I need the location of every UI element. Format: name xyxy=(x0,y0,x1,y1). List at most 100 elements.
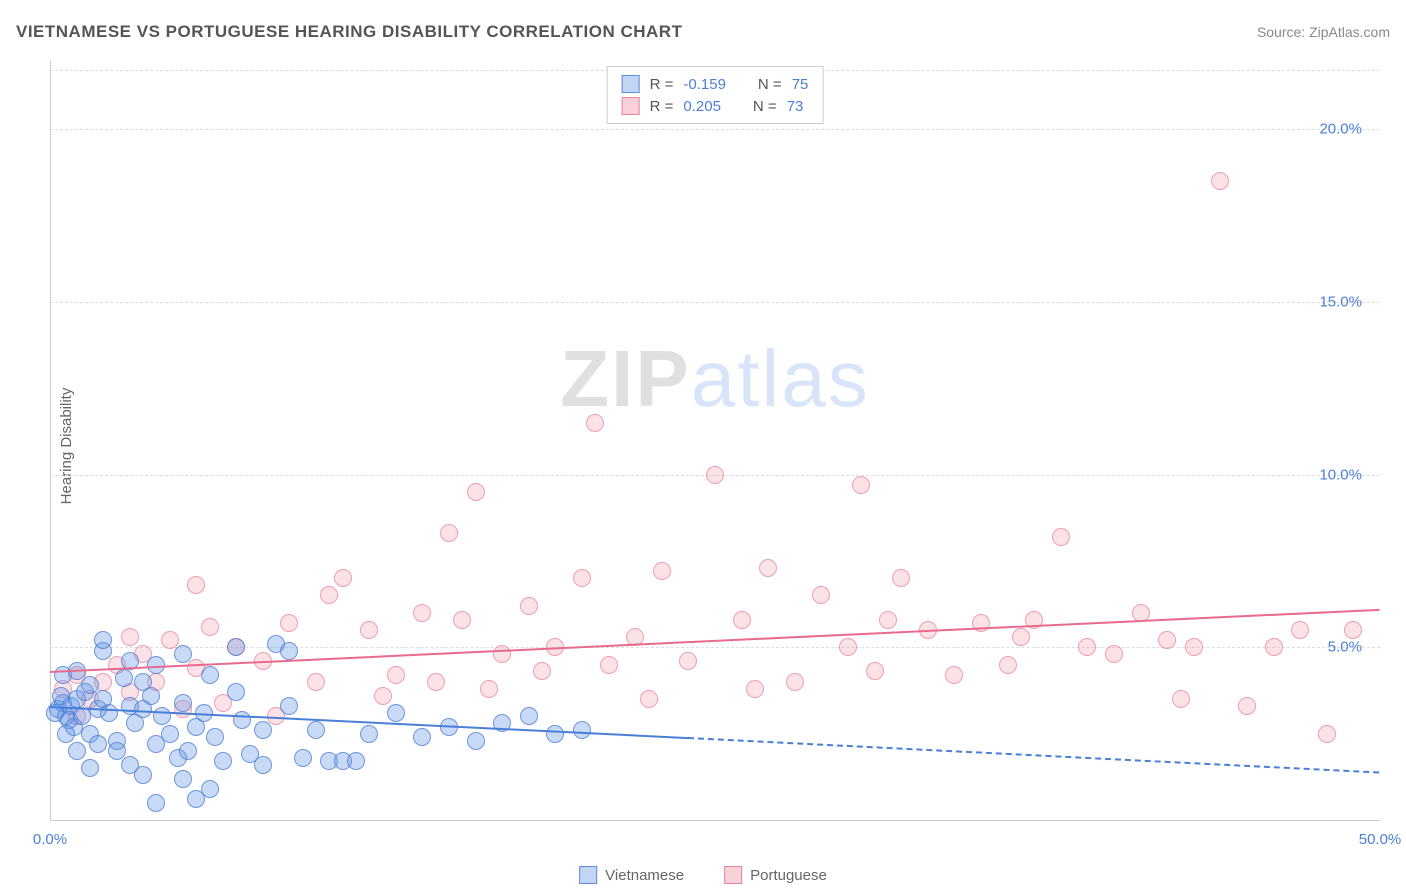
data-point xyxy=(360,725,378,743)
data-point xyxy=(706,466,724,484)
x-tick-label: 0.0% xyxy=(33,831,67,848)
data-point xyxy=(812,586,830,604)
data-point xyxy=(467,483,485,501)
data-point xyxy=(786,673,804,691)
series-legend: Vietnamese Portuguese xyxy=(579,866,827,884)
data-point xyxy=(320,586,338,604)
data-point xyxy=(746,680,764,698)
data-point xyxy=(334,569,352,587)
data-point xyxy=(387,666,405,684)
data-point xyxy=(115,669,133,687)
data-point xyxy=(81,759,99,777)
data-point xyxy=(600,656,618,674)
data-point xyxy=(679,652,697,670)
swatch-pink-icon xyxy=(622,97,640,115)
y-tick-label: 10.0% xyxy=(1319,466,1362,483)
data-point xyxy=(440,524,458,542)
data-point xyxy=(1265,638,1283,656)
data-point xyxy=(1238,697,1256,715)
data-point xyxy=(94,690,112,708)
data-point xyxy=(999,656,1017,674)
data-point xyxy=(187,790,205,808)
data-point xyxy=(866,662,884,680)
data-point xyxy=(573,721,591,739)
chart-header: VIETNAMESE VS PORTUGUESE HEARING DISABIL… xyxy=(16,22,1390,42)
data-point xyxy=(640,690,658,708)
data-point xyxy=(187,576,205,594)
swatch-pink-icon xyxy=(724,866,742,884)
data-point xyxy=(1185,638,1203,656)
data-point xyxy=(1172,690,1190,708)
data-point xyxy=(1211,172,1229,190)
data-point xyxy=(179,742,197,760)
data-point xyxy=(493,645,511,663)
trend-line xyxy=(50,609,1380,673)
x-tick-label: 50.0% xyxy=(1359,831,1402,848)
data-point xyxy=(1105,645,1123,663)
chart-plot-area: ZIPatlas 5.0%10.0%15.0%20.0%0.0%50.0% R … xyxy=(50,60,1380,820)
data-point xyxy=(520,597,538,615)
data-point xyxy=(852,476,870,494)
data-point xyxy=(1291,621,1309,639)
swatch-blue-icon xyxy=(579,866,597,884)
legend-item-portuguese: Portuguese xyxy=(724,866,827,884)
data-point xyxy=(214,752,232,770)
data-point xyxy=(307,721,325,739)
data-point xyxy=(839,638,857,656)
data-point xyxy=(174,645,192,663)
data-point xyxy=(480,680,498,698)
legend-item-vietnamese: Vietnamese xyxy=(579,866,684,884)
data-point xyxy=(161,725,179,743)
data-point xyxy=(1158,631,1176,649)
data-point xyxy=(413,604,431,622)
data-point xyxy=(573,569,591,587)
correlation-legend: R = -0.159 N = 75 R = 0.205 N = 73 xyxy=(607,66,824,124)
data-point xyxy=(360,621,378,639)
data-point xyxy=(1318,725,1336,743)
legend-row-vietnamese: R = -0.159 N = 75 xyxy=(622,73,809,95)
data-point xyxy=(347,752,365,770)
data-point xyxy=(533,662,551,680)
data-point xyxy=(153,707,171,725)
data-point xyxy=(94,631,112,649)
data-point xyxy=(307,673,325,691)
data-point xyxy=(733,611,751,629)
legend-row-portuguese: R = 0.205 N = 73 xyxy=(622,95,809,117)
data-point xyxy=(653,562,671,580)
data-point xyxy=(254,756,272,774)
data-point xyxy=(134,766,152,784)
data-point xyxy=(1052,528,1070,546)
data-point xyxy=(201,666,219,684)
data-point xyxy=(453,611,471,629)
data-point xyxy=(1078,638,1096,656)
data-point xyxy=(374,687,392,705)
data-point xyxy=(546,725,564,743)
data-point xyxy=(174,694,192,712)
data-point xyxy=(147,656,165,674)
data-point xyxy=(945,666,963,684)
data-point xyxy=(68,742,86,760)
data-point xyxy=(201,618,219,636)
data-point xyxy=(759,559,777,577)
data-point xyxy=(233,711,251,729)
data-point xyxy=(280,614,298,632)
y-tick-label: 20.0% xyxy=(1319,121,1362,138)
y-tick-label: 5.0% xyxy=(1328,639,1362,656)
data-point xyxy=(1344,621,1362,639)
data-point xyxy=(280,697,298,715)
data-point xyxy=(467,732,485,750)
data-point xyxy=(57,725,75,743)
scatter-plot: 5.0%10.0%15.0%20.0%0.0%50.0% xyxy=(50,60,1380,820)
data-point xyxy=(206,728,224,746)
data-point xyxy=(254,721,272,739)
data-point xyxy=(227,683,245,701)
data-point xyxy=(892,569,910,587)
trend-line xyxy=(688,737,1380,774)
swatch-blue-icon xyxy=(622,75,640,93)
data-point xyxy=(121,628,139,646)
y-tick-label: 15.0% xyxy=(1319,293,1362,310)
data-point xyxy=(147,794,165,812)
data-point xyxy=(280,642,298,660)
data-point xyxy=(227,638,245,656)
data-point xyxy=(1012,628,1030,646)
